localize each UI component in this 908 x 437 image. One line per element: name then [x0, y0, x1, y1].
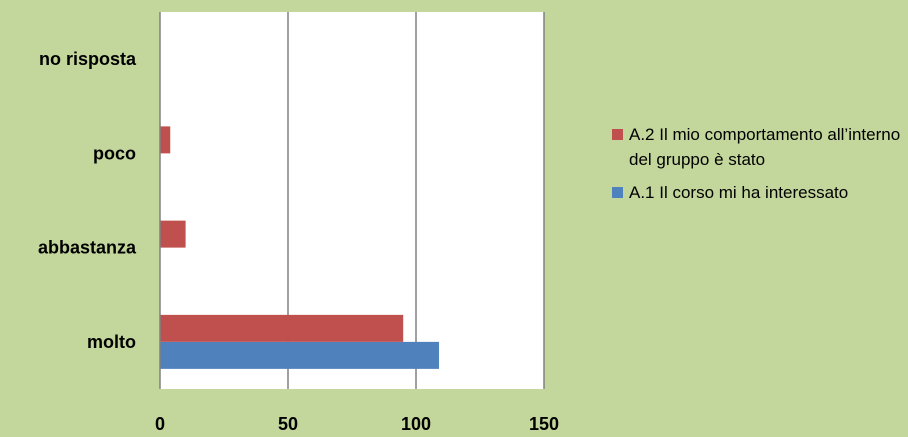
x-tick-label-0: 0 [155, 414, 165, 434]
category-label-poco: poco [93, 143, 136, 163]
bar-2-abbastanza [160, 220, 186, 248]
category-label-no-risposta: no risposta [39, 49, 137, 69]
legend-swatch-series-1 [612, 187, 623, 198]
legend-item-series-2: A.2 Il mio comportamento all’interno del… [612, 122, 904, 172]
legend-item-series-1: A.1 Il corso mi ha interessato [612, 180, 904, 205]
legend-label-series-1: A.1 Il corso mi ha interessato [629, 183, 849, 202]
category-label-molto: molto [87, 332, 136, 352]
category-labels: molto abbastanza poco no risposta [38, 49, 137, 352]
bar-2-poco [160, 126, 171, 154]
legend-swatch-series-2 [612, 129, 623, 140]
x-tick-label-150: 150 [529, 414, 559, 434]
x-tick-labels: 0 50 100 150 [155, 414, 559, 434]
x-tick-label-50: 50 [278, 414, 298, 434]
bar-2-molto [160, 314, 404, 342]
x-tick-label-100: 100 [401, 414, 431, 434]
legend-label-series-2: A.2 Il mio comportamento all’interno del… [629, 125, 901, 169]
category-label-abbastanza: abbastanza [38, 238, 137, 258]
legend: A.2 Il mio comportamento all’interno del… [612, 122, 904, 213]
bars [160, 126, 440, 369]
bar-1-molto [160, 341, 440, 369]
